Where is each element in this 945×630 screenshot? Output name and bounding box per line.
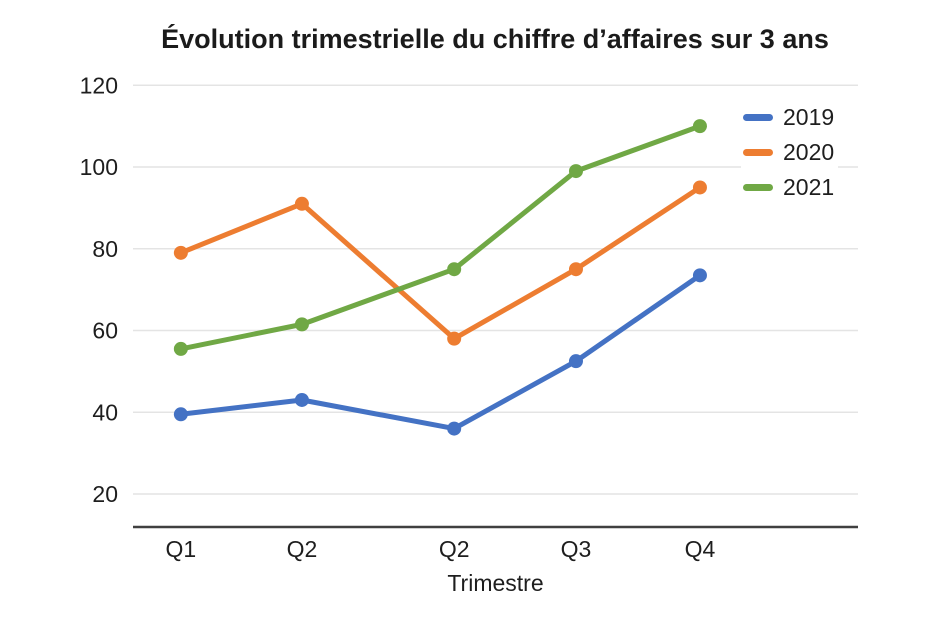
series-line-2020 xyxy=(178,184,703,342)
legend-item-2021: 2021 xyxy=(743,170,834,205)
data-point-2019-Q4 xyxy=(692,268,707,283)
y-tick-label: 60 xyxy=(92,318,118,344)
data-point-2019-Q2 xyxy=(294,392,309,407)
data-point-2019-Q3 xyxy=(568,354,583,369)
legend-label: 2021 xyxy=(783,174,835,200)
data-point-2021-Q3 xyxy=(568,164,583,179)
x-tick-label: Q2 xyxy=(287,536,318,562)
legend-item-2019: 2019 xyxy=(743,100,834,135)
series-line-2019 xyxy=(178,272,703,432)
chart-title: Évolution trimestrielle du chiffre d’aff… xyxy=(161,24,829,54)
y-tick-label: 80 xyxy=(92,236,118,262)
data-point-2019-Q1 xyxy=(173,407,188,422)
data-point-2021-Q4 xyxy=(692,119,707,134)
data-point-2021-Q2 xyxy=(294,317,309,332)
legend-swatch-2020 xyxy=(743,149,773,156)
legend-swatch-2019 xyxy=(743,114,773,121)
y-tick-label: 40 xyxy=(92,399,118,425)
x-tick-label: Q3 xyxy=(561,536,592,562)
legend-swatch-2021 xyxy=(743,184,773,191)
legend: 2019 2020 2021 xyxy=(741,100,839,205)
data-point-2020-Q1 xyxy=(173,245,188,260)
legend-label: 2019 xyxy=(783,104,835,130)
y-tick-label: 120 xyxy=(80,72,118,98)
x-axis-title: Trimestre xyxy=(447,570,544,596)
legend-label: 2020 xyxy=(783,139,835,165)
data-point-2020-Q3 xyxy=(568,262,583,277)
data-point-2021-Q2 xyxy=(447,262,462,277)
data-point-2020-Q4 xyxy=(692,180,707,195)
x-tick-label: Q2 xyxy=(439,536,470,562)
x-tick-label: Q1 xyxy=(166,536,197,562)
y-tick-label: 100 xyxy=(80,154,118,180)
legend-item-2020: 2020 xyxy=(743,135,834,170)
data-point-2019-Q2 xyxy=(447,421,462,436)
data-point-2020-Q2 xyxy=(447,331,462,346)
data-point-2020-Q2 xyxy=(294,196,309,211)
x-tick-label: Q4 xyxy=(685,536,716,562)
y-tick-label: 20 xyxy=(92,481,118,507)
data-point-2021-Q1 xyxy=(173,341,188,356)
